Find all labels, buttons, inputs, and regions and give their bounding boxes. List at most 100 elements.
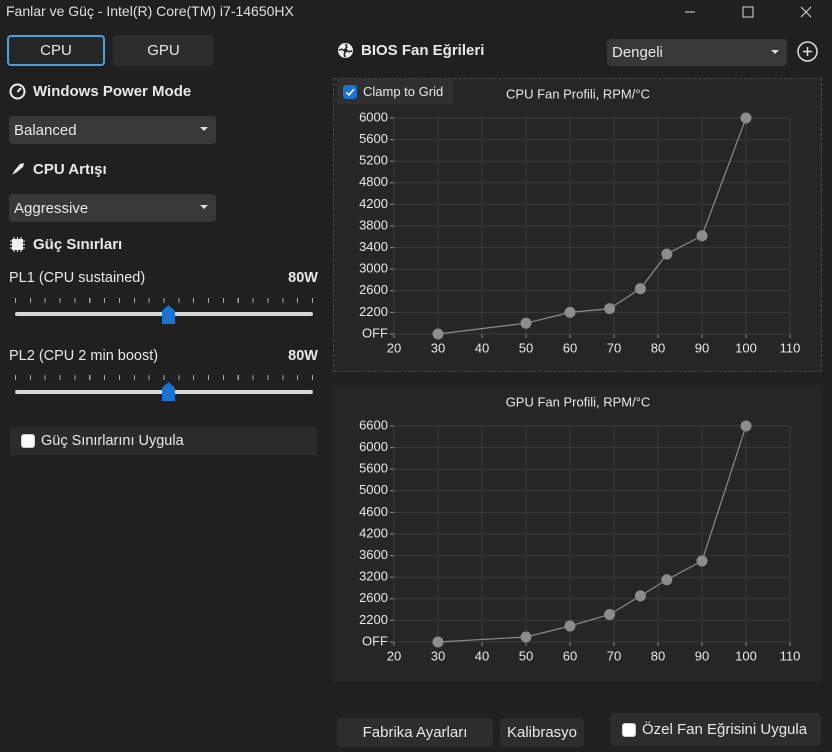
section-label: CPU Artışı (33, 161, 107, 178)
cpu-boost-dropdown[interactable]: Aggressive (9, 194, 216, 222)
checkbox-box[interactable] (343, 84, 357, 99)
curve-point (696, 555, 708, 567)
x-tick-label: 30 (431, 340, 445, 355)
rocket-icon (12, 163, 24, 175)
dropdown-value: Aggressive (14, 199, 89, 217)
check-mark (345, 87, 355, 96)
slider-ticks (15, 375, 313, 380)
y-tick-label: 3400 (359, 239, 388, 254)
curve-point (564, 306, 576, 318)
checkbox-box[interactable] (21, 434, 35, 448)
x-tick-label: 30 (431, 648, 445, 663)
curve-point (604, 303, 616, 315)
y-tick-label: 4600 (359, 504, 388, 519)
y-tick-label: 5600 (359, 461, 388, 476)
y-tick-label: 2200 (359, 304, 388, 319)
curve-point (432, 328, 444, 340)
curve-point (520, 317, 532, 329)
gauge-icon (9, 83, 26, 100)
y-tick-label: OFF (362, 325, 388, 340)
pl1-label: PL1 (CPU sustained) (9, 270, 146, 286)
calibrate-button[interactable]: Kalibrasyo (500, 718, 584, 747)
section-label: BIOS Fan Eğrileri (361, 42, 485, 59)
factory-button[interactable]: Fabrika Ayarları (337, 718, 493, 747)
dropdown-arrow (200, 205, 208, 209)
pl2-thumb[interactable] (162, 382, 175, 401)
pl1-thumb[interactable] (162, 305, 175, 324)
apply-limits-checkbox[interactable]: Güç Sınırlarını Uygula (10, 427, 317, 455)
x-tick-label: 20 (387, 648, 401, 663)
curve-point (432, 636, 444, 648)
window-controls[interactable] (680, 2, 820, 22)
cpu-tab[interactable]: CPU (7, 35, 105, 66)
curve-point (604, 608, 616, 620)
x-tick-label: 20 (387, 340, 401, 355)
x-tick-label: 110 (780, 648, 801, 663)
y-tick-label: 5200 (359, 153, 388, 168)
checkbox-label: Güç Sınırlarını Uygula (41, 433, 184, 449)
section-label: Güç Sınırları (33, 236, 123, 253)
dropdown-arrow (200, 127, 208, 131)
x-tick-label: 90 (695, 648, 709, 663)
x-tick-label: 110 (780, 340, 801, 355)
window-title: Fanlar ve Güç - Intel(R) Core(TM) i7-146… (6, 3, 294, 19)
cpu-chart-panel (333, 78, 822, 372)
y-tick-label: 3200 (359, 569, 388, 584)
section-label: Windows Power Mode (33, 83, 192, 100)
curve-point (740, 420, 752, 432)
x-tick-label: 80 (651, 648, 665, 663)
profile-dropdown[interactable]: Dengeli (607, 39, 787, 66)
x-tick-label: 50 (519, 648, 533, 663)
chart-title: CPU Fan Profili, RPM/°C (506, 86, 650, 101)
pl1-value: 80W (288, 270, 318, 286)
y-tick-label: 4200 (359, 525, 388, 540)
y-tick-label: 4800 (359, 174, 388, 189)
fan-curve (437, 117, 747, 335)
curve-point (564, 620, 576, 632)
add-profile-button[interactable] (796, 40, 819, 63)
dropdown-value: Balanced (14, 121, 77, 139)
y-tick-label: 3600 (359, 547, 388, 562)
y-tick-label: 2600 (359, 282, 388, 297)
close-button[interactable] (800, 6, 812, 18)
x-tick-label: 60 (563, 648, 577, 663)
x-tick-label: 40 (475, 648, 489, 663)
x-tick-label: 100 (735, 648, 757, 663)
x-tick-label: 90 (695, 340, 709, 355)
y-tick-label: OFF (362, 633, 388, 648)
fan-icon (338, 43, 353, 58)
x-tick-label: 50 (519, 340, 533, 355)
y-tick-label: 6600 (359, 417, 388, 432)
pl2-value: 80W (288, 348, 318, 364)
y-tick-label: 5000 (359, 482, 388, 497)
cpu-boost-header: CPU Artışı (9, 161, 107, 178)
x-tick-label: 60 (563, 340, 577, 355)
y-tick-label: 2200 (359, 612, 388, 627)
chart-title: GPU Fan Profili, RPM/°C (506, 394, 651, 409)
pl2-label: PL2 (CPU 2 min boost) (9, 348, 159, 364)
curve-point (661, 248, 673, 260)
curve-point (661, 574, 673, 586)
checkbox-label: Özel Fan Eğrisini Uygula (642, 721, 808, 738)
gpu-tab[interactable]: GPU (113, 35, 214, 66)
checkbox-box[interactable] (622, 722, 636, 737)
power-mode-dropdown[interactable]: Balanced (9, 116, 216, 144)
x-tick-label: 40 (475, 340, 489, 355)
x-tick-label: 70 (607, 340, 621, 355)
maximize-button[interactable] (742, 6, 754, 18)
curve-point (696, 230, 708, 242)
power-limits-header: Güç Sınırları (9, 236, 122, 253)
x-tick-label: 80 (651, 340, 665, 355)
slider-ticks (15, 298, 313, 303)
y-tick-label: 3000 (359, 261, 388, 276)
dropdown-arrow (771, 50, 779, 54)
y-tick-label: 6000 (359, 109, 388, 124)
chip-icon (10, 237, 25, 252)
apply-custom-curve-checkbox[interactable]: Özel Fan Eğrisini Uygula (610, 713, 821, 746)
curve-point (634, 590, 646, 602)
power-mode-header: Windows Power Mode (9, 83, 191, 100)
checkbox-label: Clamp to Grid (363, 84, 444, 99)
curve-point (520, 631, 532, 643)
y-tick-label: 5600 (359, 131, 388, 146)
clamp-checkbox[interactable]: Clamp to Grid (337, 79, 453, 104)
